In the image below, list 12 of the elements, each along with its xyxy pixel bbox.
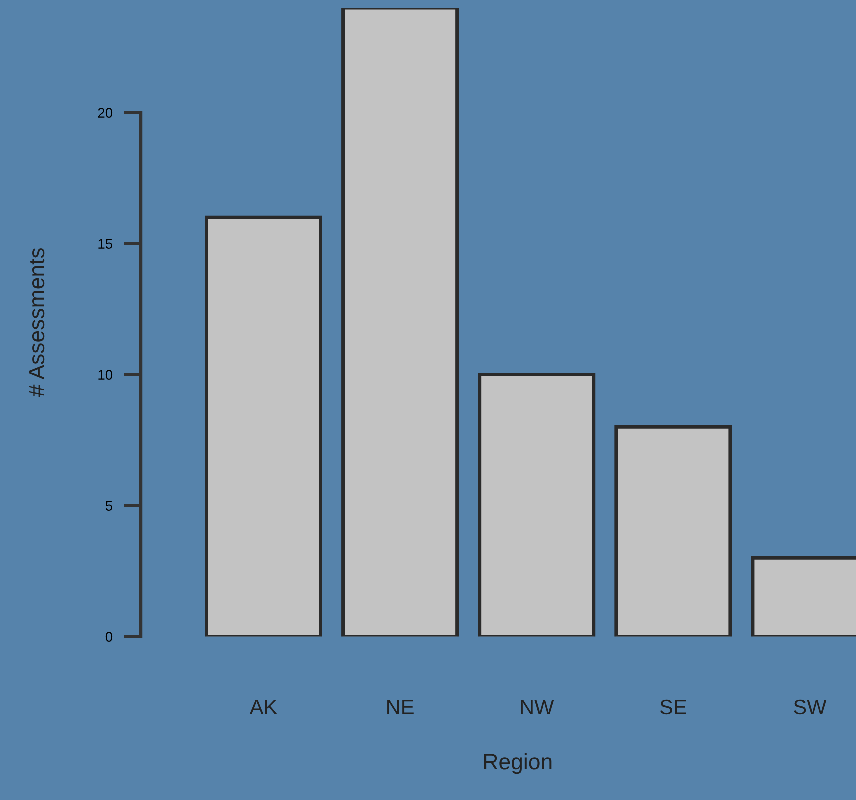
y-tick-label: 15 [98,239,113,249]
x-tick-label: SW [794,700,827,715]
y-axis-title: # Assessments [29,248,45,398]
y-tick-label: 0 [106,632,113,642]
y-tick-label: 5 [106,501,113,511]
x-tick-label: SE [660,700,686,715]
y-tick-label: 20 [98,108,113,118]
x-tick-label: NW [521,700,554,714]
x-tick-label: NE [388,700,414,714]
x-axis-title: Region [484,753,552,774]
y-tick-label: 10 [98,370,113,380]
x-tick-label: AK [250,700,278,714]
